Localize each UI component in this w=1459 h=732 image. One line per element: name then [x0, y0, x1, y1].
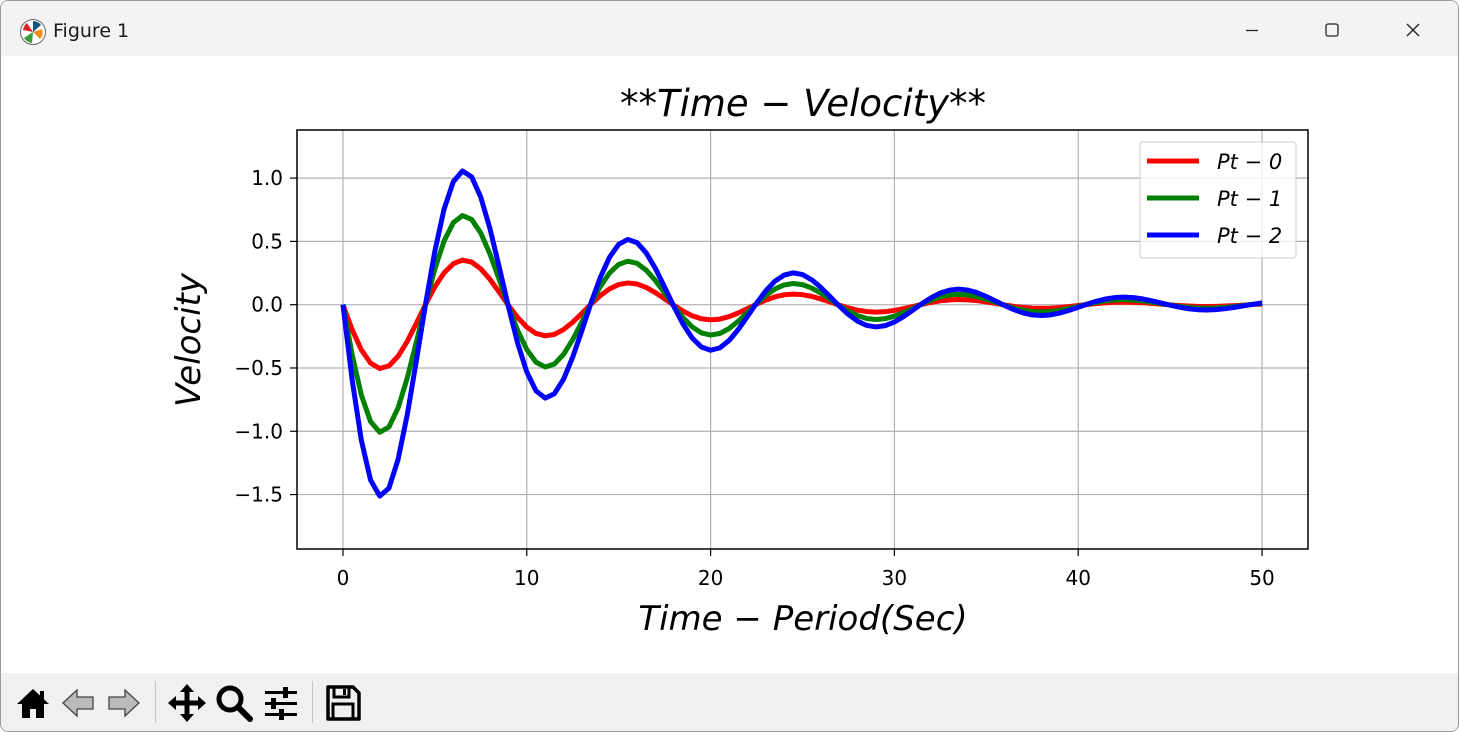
- legend-label: Pt − 2: [1217, 224, 1282, 248]
- y-tick-label: −1.5: [234, 483, 283, 507]
- legend: Pt − 0 Pt − 1 Pt − 2: [1139, 141, 1297, 259]
- y-axis-label: Velocity: [169, 272, 209, 407]
- toolbar-separator: [155, 681, 156, 723]
- x-tick-label: 20: [698, 566, 723, 590]
- subplots-config-icon: [265, 687, 297, 720]
- minimize-icon: [1246, 29, 1258, 32]
- axis-ticks: 0 10 20 30 40 50 1.0 0.5 0.0 −0.5 −1.0 −1.5: [234, 166, 1274, 590]
- home-icon: [17, 689, 49, 718]
- line-chart: **Time − Velocity** 0 10 20 30 40 50 1.0 0.5 0.0…: [169, 82, 1309, 639]
- close-button[interactable]: [1383, 9, 1443, 51]
- x-tick-label: 50: [1249, 566, 1274, 590]
- window-title: Figure 1: [53, 20, 130, 42]
- axes-frame: [296, 129, 1309, 550]
- chart-title: **Time − Velocity**: [620, 82, 986, 125]
- zoom-icon: [216, 685, 253, 722]
- legend-label: Pt − 1: [1217, 187, 1282, 211]
- minimize-button[interactable]: [1222, 9, 1282, 51]
- legend-box: [1139, 141, 1297, 259]
- y-tick-label: 0.5: [251, 229, 283, 253]
- matplotlib-icon: [20, 19, 46, 45]
- series-lines: [340, 168, 1263, 499]
- x-axis-label: Time − Period(Sec): [638, 599, 967, 639]
- home-button[interactable]: [11, 681, 55, 725]
- toolbar-separator: [312, 681, 313, 723]
- maximize-button[interactable]: [1302, 9, 1362, 51]
- x-tick-label: 0: [337, 566, 350, 590]
- title-bar: Figure 1: [1, 1, 1458, 56]
- back-button[interactable]: [57, 681, 101, 725]
- zoom-button[interactable]: [212, 681, 256, 725]
- forward-button[interactable]: [101, 681, 145, 725]
- legend-label: Pt − 0: [1217, 150, 1282, 174]
- figure-canvas[interactable]: **Time − Velocity** 0 10 20 30 40 50 1.0 0.5 0.0…: [1, 56, 1458, 673]
- save-button[interactable]: [321, 681, 365, 725]
- y-tick-label: −0.5: [234, 356, 283, 380]
- y-tick-label: −1.0: [234, 419, 283, 443]
- maximize-icon: [1325, 23, 1339, 37]
- x-tick-label: 40: [1066, 566, 1091, 590]
- series-line-pt-2: [340, 168, 1263, 499]
- back-arrow-icon: [62, 688, 94, 718]
- save-icon: [326, 685, 361, 721]
- x-tick-label: 10: [514, 566, 539, 590]
- y-tick-label: 0.0: [251, 293, 283, 317]
- navigation-toolbar: [1, 673, 1458, 731]
- pan-button[interactable]: [165, 681, 209, 725]
- pan-icon: [168, 684, 206, 722]
- close-icon: [1406, 23, 1420, 37]
- forward-arrow-icon: [108, 688, 140, 718]
- configure-subplots-button[interactable]: [259, 681, 303, 725]
- y-tick-label: 1.0: [251, 166, 283, 190]
- x-tick-label: 30: [882, 566, 907, 590]
- series-line-pt-1: [340, 213, 1263, 435]
